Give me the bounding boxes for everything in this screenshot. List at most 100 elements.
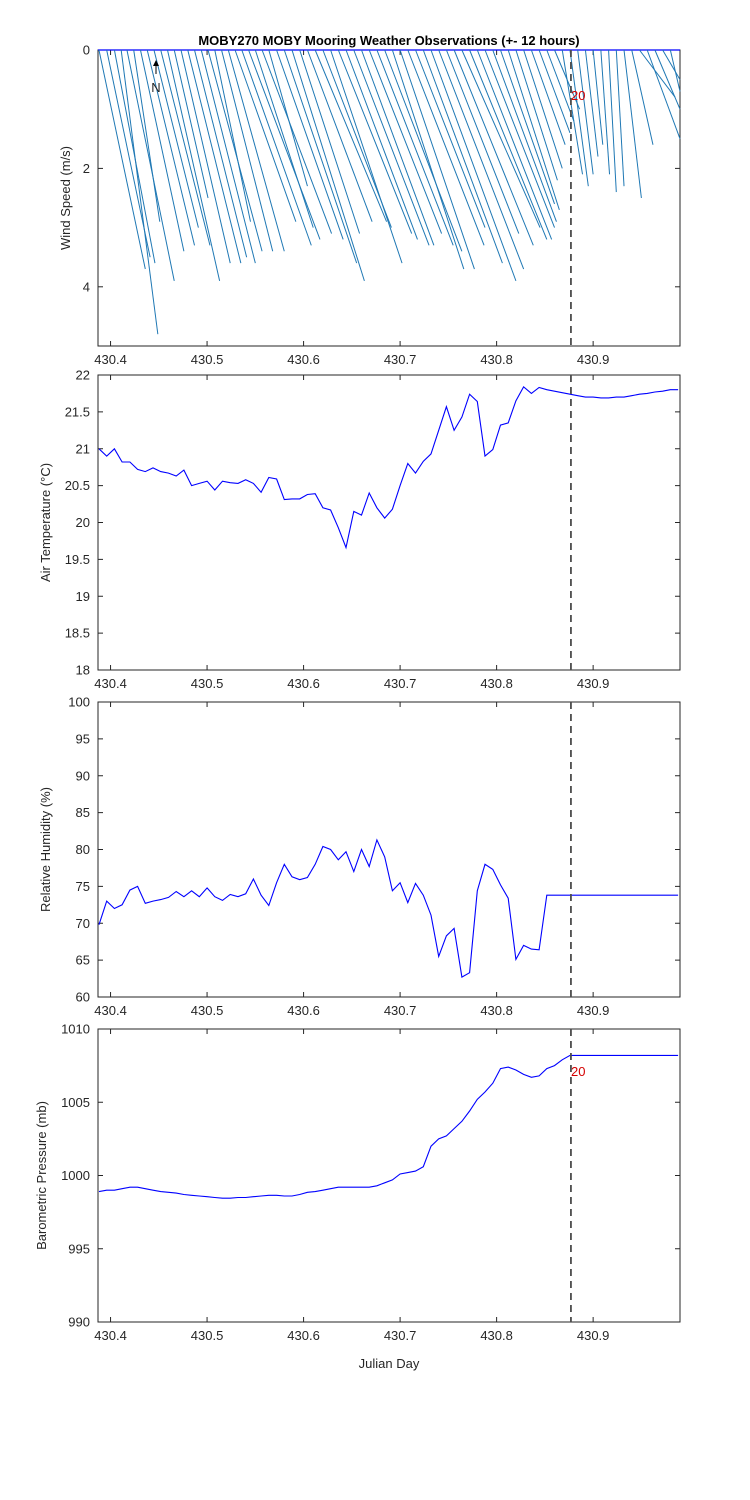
wind-vector <box>227 49 285 252</box>
wind-vector <box>200 49 256 264</box>
wind-vector <box>639 49 676 98</box>
wind-vector <box>261 49 333 234</box>
wind-vector <box>600 49 611 175</box>
data-line <box>98 385 679 550</box>
wind-vector <box>461 49 541 228</box>
wind-vector <box>631 49 654 145</box>
y-tick-label: 100 <box>68 695 90 710</box>
wind-vector <box>345 49 418 240</box>
data-line <box>98 1054 679 1199</box>
wind-vector <box>276 49 344 240</box>
wind-vector <box>538 49 571 134</box>
x-tick-label: 430.7 <box>384 676 417 691</box>
plot-frame <box>97 49 681 347</box>
wind-vector <box>241 49 312 246</box>
wind-vector <box>368 49 443 234</box>
x-tick-label: 430.6 <box>287 1328 320 1343</box>
wind-vector <box>187 49 242 264</box>
wind-vector <box>167 49 221 281</box>
wind-vector <box>469 49 548 240</box>
marker-annotation: 20 <box>571 1064 585 1079</box>
wind-vector <box>160 49 211 246</box>
wind-vector <box>476 49 553 240</box>
wind-vector <box>615 49 625 187</box>
wind-vector <box>561 49 584 175</box>
wind-vector <box>453 49 534 246</box>
x-tick-label: 430.5 <box>191 1003 224 1018</box>
y-tick-label: 65 <box>76 953 90 968</box>
x-tick-label: 430.9 <box>577 352 610 367</box>
wind-vector <box>515 49 558 181</box>
y-tick-label: 70 <box>76 916 90 931</box>
x-tick-label: 430.6 <box>287 1003 320 1018</box>
wind-vector <box>391 49 465 270</box>
wind-vector <box>592 49 604 145</box>
wind-vector <box>669 49 681 92</box>
x-tick-label: 430.4 <box>94 1328 127 1343</box>
wind-vector <box>399 49 475 270</box>
y-tick-label: 22 <box>76 368 90 383</box>
panel-1: 430.4 430.5 430.6 430.7 430.8 430.9 0 2 4 Wind Sp… <box>58 43 681 367</box>
wind-vector <box>623 49 642 199</box>
wind-vector <box>180 49 231 264</box>
y-axis-label: Barometric Pressure (mb) <box>34 1101 49 1250</box>
wind-vector <box>133 49 161 222</box>
x-tick-label: 430.9 <box>577 1003 610 1018</box>
wind-vector <box>337 49 413 234</box>
y-axis-label: Air Temperature (°C) <box>38 463 53 582</box>
panel-4: 430.4 430.5 430.6 430.7 430.8 430.9 990 995 1000… <box>34 1022 681 1343</box>
y-tick-label: 18 <box>76 663 90 678</box>
wind-vector <box>126 49 175 281</box>
wind-vector <box>173 49 209 199</box>
y-tick-label: 95 <box>76 731 90 746</box>
wind-vector <box>384 49 463 252</box>
wind-vector <box>662 49 681 80</box>
plot-frame <box>97 1028 681 1323</box>
x-tick-label: 430.8 <box>480 1328 513 1343</box>
wind-vector <box>438 49 525 270</box>
wind-vector <box>234 49 297 222</box>
wind-vector <box>646 49 681 139</box>
x-tick-label: 430.8 <box>480 1003 513 1018</box>
x-tick-label: 430.6 <box>287 352 320 367</box>
wind-vector <box>569 49 589 187</box>
wind-vector <box>445 49 520 234</box>
wind-vector <box>376 49 454 246</box>
wind-vector <box>584 49 599 157</box>
wind-vector <box>306 49 373 222</box>
wind-vector <box>254 49 314 228</box>
wind-vector <box>654 49 681 110</box>
wind-vector <box>530 49 566 145</box>
y-tick-label: 995 <box>68 1241 90 1256</box>
wind-vector <box>153 49 199 228</box>
wind-vector <box>207 49 263 252</box>
y-tick-label: 4 <box>83 279 90 294</box>
wind-vector <box>214 49 251 222</box>
wind-vector <box>221 49 274 252</box>
y-tick-label: 990 <box>68 1315 90 1330</box>
north-arrow-head-icon <box>153 60 159 66</box>
y-tick-label: 0 <box>83 43 90 58</box>
y-tick-label: 19.5 <box>65 552 90 567</box>
wind-vector <box>608 49 617 193</box>
plot-frame <box>97 374 681 671</box>
wind-vector <box>283 49 358 264</box>
wind-vector <box>577 49 594 175</box>
wind-vector <box>268 49 308 187</box>
wind-vector <box>299 49 361 234</box>
y-tick-label: 90 <box>76 768 90 783</box>
wind-vector <box>194 49 248 258</box>
y-tick-label: 60 <box>76 990 90 1005</box>
wind-vector <box>330 49 403 264</box>
y-tick-label: 21.5 <box>65 404 90 419</box>
y-tick-label: 19 <box>76 589 90 604</box>
wind-vector <box>422 49 503 264</box>
y-tick-label: 2 <box>83 161 90 176</box>
data-line <box>98 838 679 978</box>
y-tick-label: 18.5 <box>65 626 90 641</box>
x-tick-label: 430.4 <box>94 352 127 367</box>
y-tick-label: 1005 <box>61 1095 90 1110</box>
figure-title: MOBY270 MOBY Mooring Weather Observation… <box>198 33 579 48</box>
wind-vector <box>98 49 146 270</box>
